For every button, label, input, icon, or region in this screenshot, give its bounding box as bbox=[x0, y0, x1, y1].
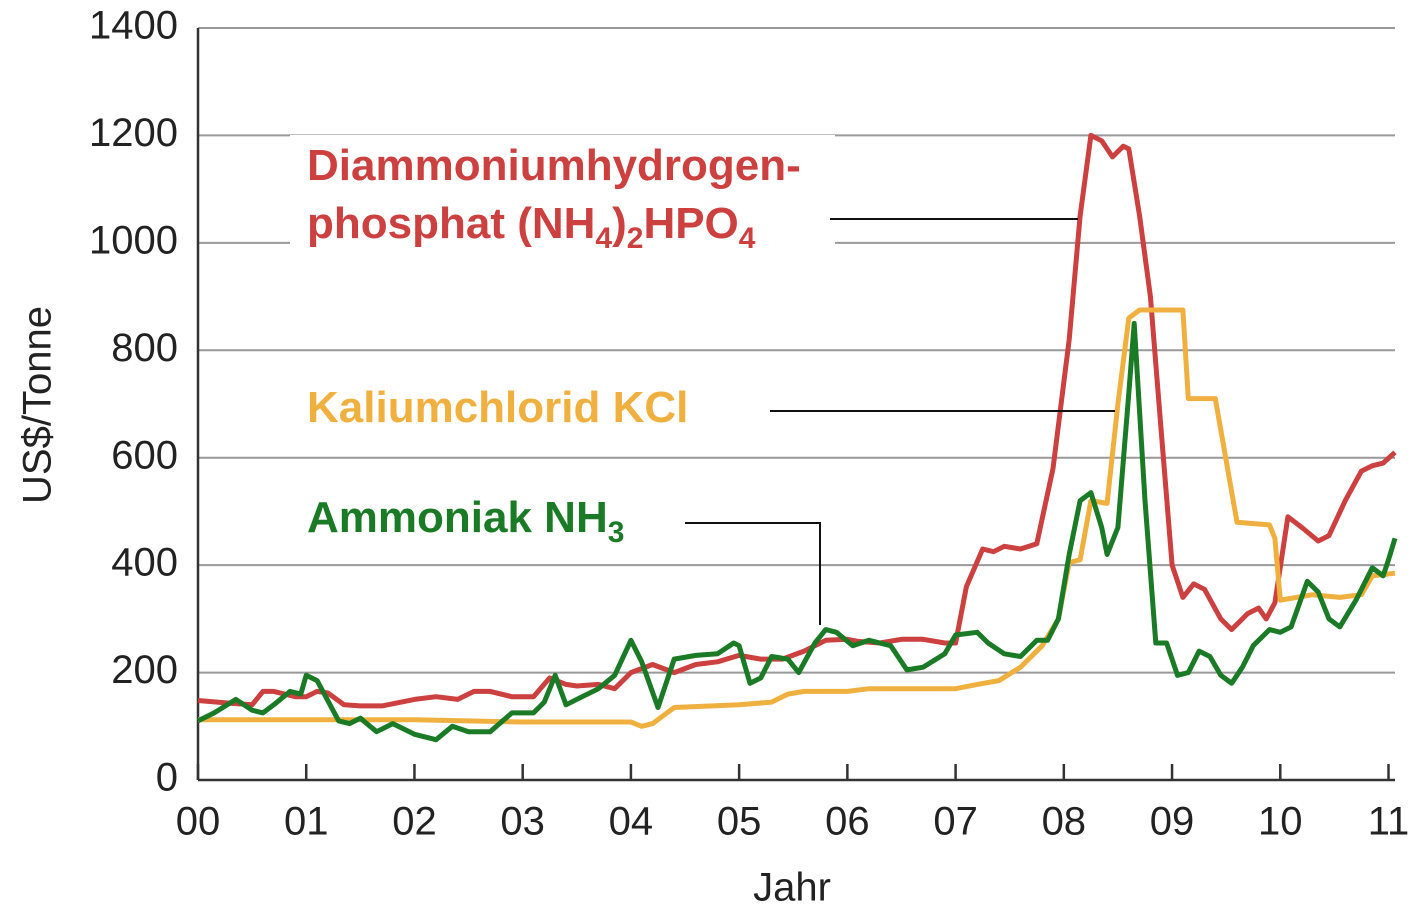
x-tick-label: 06 bbox=[825, 800, 870, 844]
x-tick-label: 03 bbox=[500, 800, 545, 844]
series-label: Diammoniumhydrogen- bbox=[307, 141, 801, 190]
y-tick-label: 1400 bbox=[89, 4, 178, 48]
label-part: ) bbox=[612, 199, 627, 248]
x-tick-label: 04 bbox=[609, 800, 654, 844]
label-part: 4 bbox=[595, 222, 612, 255]
x-axis-label: Jahr bbox=[753, 866, 831, 910]
label-bg bbox=[290, 380, 760, 440]
label-part: Ammoniak NH bbox=[307, 493, 608, 542]
x-tick-label: 11 bbox=[1368, 800, 1410, 844]
y-tick-label: 800 bbox=[111, 326, 178, 370]
label-part: HPO bbox=[643, 199, 738, 248]
label-part: Kaliumchlorid KCl bbox=[307, 383, 688, 432]
y-tick-label: 0 bbox=[156, 756, 178, 800]
y-tick-label: 600 bbox=[111, 433, 178, 477]
series-label: Kaliumchlorid KCl bbox=[307, 383, 688, 432]
label-part: 4 bbox=[739, 222, 756, 255]
x-tick-label: 01 bbox=[284, 800, 329, 844]
x-tick-label: 05 bbox=[717, 800, 762, 844]
y-tick-label: 200 bbox=[111, 648, 178, 692]
x-tick-label: 10 bbox=[1258, 800, 1303, 844]
x-tick-label: 09 bbox=[1150, 800, 1195, 844]
series-label: phosphat (NH4)2HPO4 bbox=[307, 199, 756, 255]
x-tick-label: 00 bbox=[176, 800, 221, 844]
label-part: phosphat (NH bbox=[307, 199, 595, 248]
y-axis-label: US$/Tonne bbox=[16, 306, 60, 504]
x-tick-label: 08 bbox=[1042, 800, 1087, 844]
y-tick-label: 1000 bbox=[89, 218, 178, 262]
label-part: 2 bbox=[627, 222, 644, 255]
y-tick-label: 400 bbox=[111, 541, 178, 585]
x-tick-label: 02 bbox=[392, 800, 437, 844]
x-tick-label: 07 bbox=[933, 800, 978, 844]
leader-line bbox=[685, 522, 821, 625]
label-bg bbox=[290, 490, 680, 560]
series-label: Ammoniak NH3 bbox=[307, 493, 624, 549]
series-line bbox=[197, 132, 1397, 709]
series-line bbox=[196, 320, 1398, 743]
label-part: Diammoniumhydrogen- bbox=[307, 141, 801, 190]
y-tick-label: 1200 bbox=[89, 111, 178, 155]
label-part: 3 bbox=[608, 516, 625, 549]
label-bg bbox=[290, 135, 835, 265]
